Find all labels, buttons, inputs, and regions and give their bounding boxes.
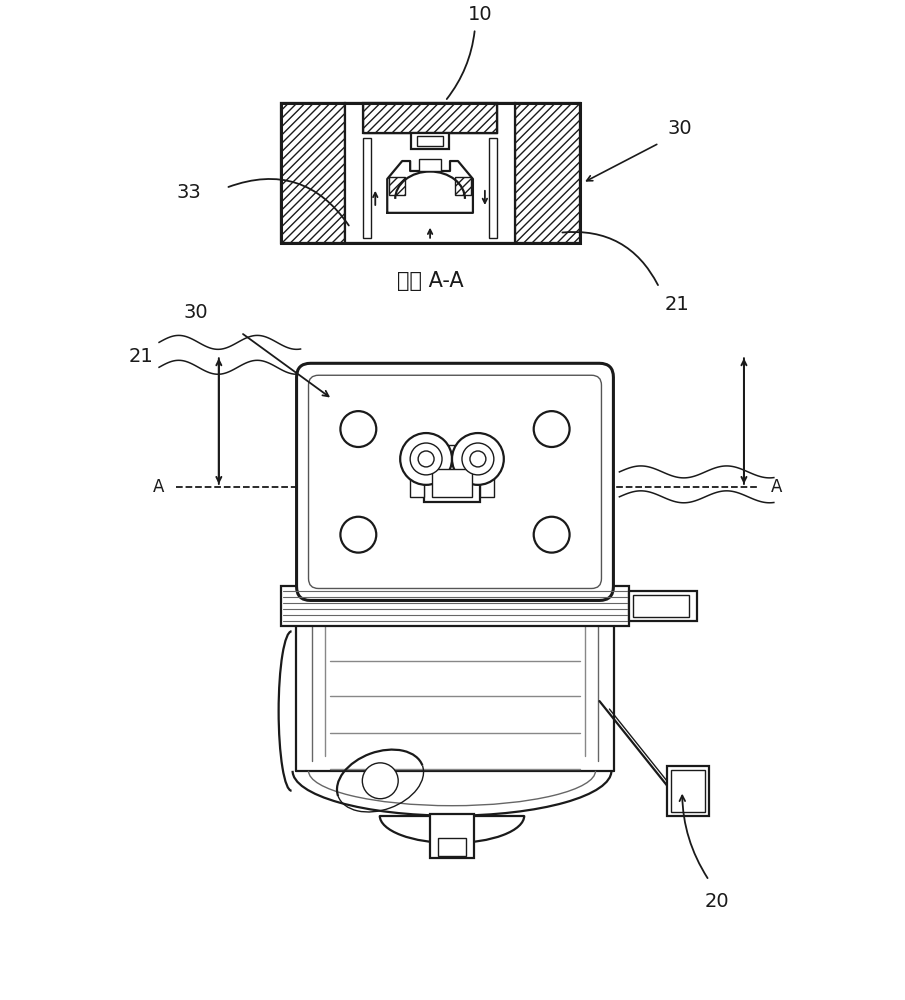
Bar	[281, 586, 629, 626]
Text: 10: 10	[468, 5, 492, 24]
Circle shape	[362, 763, 398, 799]
Text: A: A	[153, 478, 164, 496]
Bar	[417, 136, 443, 146]
Circle shape	[534, 411, 569, 447]
Text: 30: 30	[667, 119, 691, 138]
Circle shape	[462, 443, 494, 475]
Circle shape	[470, 451, 486, 467]
Bar	[346, 103, 515, 243]
Bar	[419, 159, 441, 171]
Bar	[629, 591, 697, 621]
Bar	[430, 814, 474, 858]
Circle shape	[340, 411, 376, 447]
Circle shape	[400, 433, 452, 485]
Circle shape	[340, 517, 376, 553]
Bar	[489, 138, 497, 238]
Circle shape	[452, 433, 504, 485]
Circle shape	[418, 451, 434, 467]
Bar	[281, 103, 346, 243]
Text: 21: 21	[664, 295, 689, 314]
Bar	[432, 469, 472, 497]
Bar	[411, 133, 449, 149]
Circle shape	[534, 517, 569, 553]
FancyBboxPatch shape	[297, 363, 614, 600]
Bar	[410, 477, 424, 497]
Text: 21: 21	[129, 347, 153, 366]
Text: 20: 20	[705, 892, 729, 911]
Bar	[363, 138, 371, 238]
Bar	[438, 838, 466, 856]
Bar	[667, 766, 710, 816]
Bar	[424, 462, 480, 502]
Bar	[634, 595, 689, 617]
Bar	[455, 177, 471, 195]
Text: A: A	[771, 478, 782, 496]
Bar	[422, 445, 481, 473]
Bar	[281, 103, 579, 243]
Text: 30: 30	[184, 303, 208, 322]
Bar	[515, 103, 579, 243]
Circle shape	[410, 443, 442, 475]
Text: 33: 33	[176, 183, 201, 202]
Text: 截面 A-A: 截面 A-A	[396, 271, 463, 291]
Bar	[389, 177, 405, 195]
Bar	[363, 103, 497, 133]
Bar	[672, 770, 705, 812]
Bar	[363, 103, 497, 133]
Bar	[480, 477, 494, 497]
